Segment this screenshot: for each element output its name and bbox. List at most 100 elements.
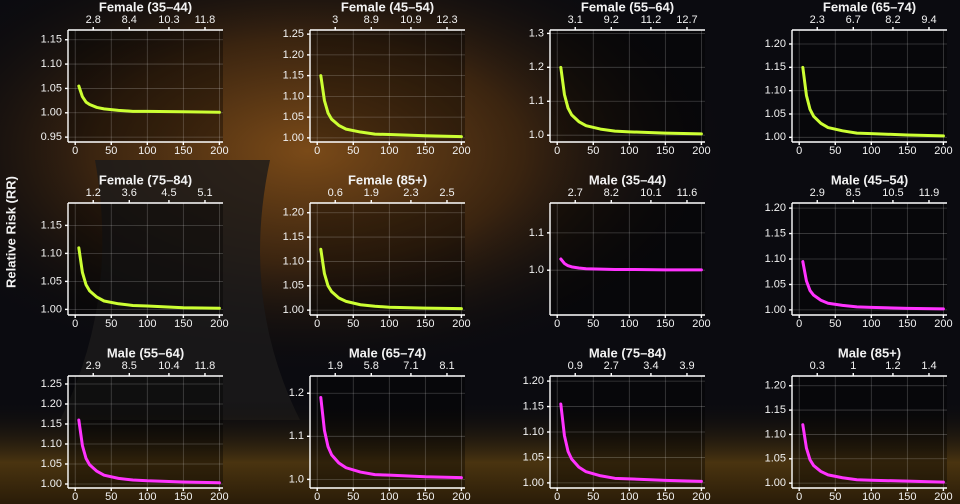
x2-tick-label: 11.8 [195, 360, 216, 372]
x2-tick-label: 8.4 [122, 14, 137, 26]
plot-area [68, 376, 223, 488]
y-tick-label: 1.05 [283, 280, 304, 292]
plot-area [550, 376, 705, 488]
y-tick-label: 1.20 [765, 38, 786, 50]
x2-tick-label: 2.8 [86, 14, 101, 26]
line [559, 65, 703, 136]
x2-tick-label: 9.4 [921, 14, 936, 26]
y-tick-label: 1.00 [765, 477, 786, 489]
x-tick-label: 0 [314, 491, 320, 503]
x-tick-label: 150 [898, 318, 916, 330]
x-tick-label: 0 [72, 491, 78, 503]
y-tick-label: 1.0 [289, 473, 304, 485]
x-tick-label: 50 [347, 318, 359, 330]
panel-title: Male (35–44) [589, 172, 666, 187]
x2-tick-label: 1.9 [364, 187, 379, 199]
x2-tick-label: 6.7 [846, 14, 861, 26]
x2-tick-label: 3.1 [568, 14, 583, 26]
x-tick-label: 50 [105, 318, 117, 330]
y-tick-label: 1.00 [41, 303, 62, 315]
x2-tick-label: 12.3 [436, 14, 457, 26]
x-tick-label: 150 [656, 318, 674, 330]
plot-area [310, 203, 465, 315]
y-tick-label: 1.10 [283, 255, 304, 267]
y-tick-label: 1.00 [765, 131, 786, 143]
x2-tick-label: 1.2 [885, 360, 900, 372]
panel-title: Male (45–54) [831, 172, 908, 187]
line [319, 247, 463, 311]
x2-tick-label: 2.7 [568, 187, 583, 199]
x-tick-label: 0 [554, 318, 560, 330]
x-tick-label: 0 [796, 318, 802, 330]
x2-tick-label: 2.3 [810, 14, 825, 26]
x-tick-label: 50 [587, 318, 599, 330]
x2-tick-label: 3.9 [679, 360, 694, 372]
line [559, 402, 703, 483]
x-tick-label: 200 [934, 145, 952, 157]
plot-area [310, 30, 465, 142]
y-tick-label: 1.3 [529, 27, 544, 39]
y-tick-label: 1.15 [41, 418, 62, 430]
y-tick-label: 1.10 [765, 253, 786, 265]
x-tick-label: 100 [138, 145, 156, 157]
x-tick-label: 0 [796, 145, 802, 157]
line [77, 418, 221, 485]
x-tick-label: 150 [174, 145, 192, 157]
y-tick-label: 1.15 [523, 400, 544, 412]
x-tick-label: 150 [174, 491, 192, 503]
x2-tick-label: 8.5 [846, 187, 861, 199]
panel-title: Male (75–84) [589, 345, 666, 360]
x2-tick-label: 11.9 [919, 187, 940, 199]
x2-tick-label: 8.1 [439, 360, 454, 372]
y-axis-label: Relative Risk (RR) [3, 176, 18, 288]
x-tick-label: 150 [174, 318, 192, 330]
panel-title: Male (65–74) [349, 345, 426, 360]
x2-tick-label: 8.5 [122, 360, 137, 372]
line [559, 257, 703, 272]
x-tick-label: 50 [587, 491, 599, 503]
y-tick-label: 1.20 [523, 375, 544, 387]
x-tick-label: 150 [656, 491, 674, 503]
x-tick-label: 0 [314, 145, 320, 157]
x-tick-label: 100 [862, 145, 880, 157]
x2-tick-label: 8.2 [885, 14, 900, 26]
plot-area [550, 203, 705, 315]
x-tick-label: 50 [347, 491, 359, 503]
line [77, 246, 221, 310]
panel-title: Female (85+) [348, 172, 427, 187]
y-tick-label: 1.00 [41, 107, 62, 119]
y-tick-label: 1.00 [41, 478, 62, 490]
x-tick-label: 200 [452, 318, 470, 330]
y-tick-label: 1.1 [289, 430, 304, 442]
y-tick-label: 1.25 [283, 28, 304, 40]
line [319, 396, 463, 480]
x2-tick-label: 3 [332, 14, 338, 26]
y-tick-label: 1.00 [523, 477, 544, 489]
line [77, 84, 221, 114]
x2-tick-label: 1 [850, 360, 856, 372]
x2-tick-label: 0.6 [328, 187, 343, 199]
x2-tick-label: 0.9 [568, 360, 583, 372]
y-tick-label: 1.05 [523, 451, 544, 463]
x2-tick-label: 8.2 [604, 187, 619, 199]
x-tick-label: 200 [934, 318, 952, 330]
x-tick-label: 150 [416, 145, 434, 157]
plot-area [550, 30, 705, 142]
y-tick-label: 1.2 [529, 61, 544, 73]
y-tick-label: 1.05 [41, 275, 62, 287]
x2-tick-label: 10.9 [400, 14, 421, 26]
x-tick-label: 0 [554, 145, 560, 157]
y-tick-label: 1.05 [41, 458, 62, 470]
x2-tick-label: 1.4 [921, 360, 936, 372]
panel-title: Female (45–54) [341, 0, 434, 14]
y-tick-label: 1.00 [765, 304, 786, 316]
y-tick-label: 1.20 [283, 49, 304, 61]
y-tick-label: 1.15 [765, 61, 786, 73]
x-tick-label: 150 [656, 145, 674, 157]
line [801, 423, 945, 484]
x-tick-label: 100 [862, 491, 880, 503]
y-tick-label: 1.0 [529, 129, 544, 141]
x2-tick-label: 1.9 [328, 360, 343, 372]
x-tick-label: 100 [380, 491, 398, 503]
y-tick-label: 1.20 [41, 398, 62, 410]
